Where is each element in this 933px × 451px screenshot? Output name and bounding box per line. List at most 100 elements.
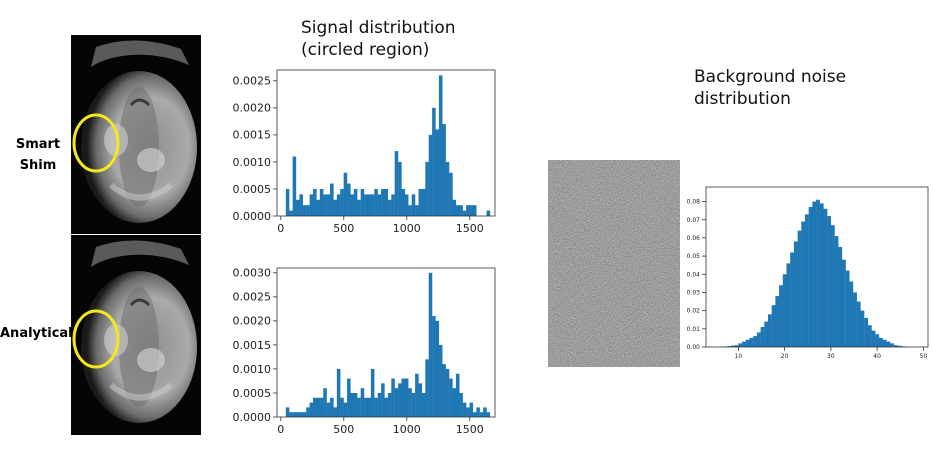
histogram-bar — [890, 343, 894, 347]
x-tick-label: 20 — [781, 353, 789, 360]
histogram-bar — [394, 388, 399, 417]
histogram-bar — [442, 364, 446, 417]
histogram-bar — [360, 388, 365, 417]
histogram-bar — [408, 388, 412, 417]
histogram-bar — [466, 205, 470, 216]
histogram-bar — [350, 194, 355, 216]
histogram-bar — [357, 199, 361, 216]
histogram-bar — [347, 378, 351, 417]
histogram-bar — [299, 194, 303, 216]
histogram-bar — [333, 407, 338, 417]
histogram-bar — [316, 397, 320, 417]
histogram-bar — [816, 199, 820, 347]
histogram-bar — [808, 207, 813, 347]
histogram-bar — [738, 343, 743, 347]
histogram-bar — [472, 205, 477, 216]
histogram-bar — [435, 129, 440, 216]
histogram-bar — [823, 208, 828, 347]
histogram-bar — [875, 334, 880, 347]
analytical-signal-histogram: 0 500 1000 1500 0.0000 0.0005 0.0010 0.0015 0.00… — [233, 267, 496, 436]
histogram-bar — [411, 194, 416, 216]
histogram-bar — [893, 345, 898, 347]
x-tick-label: 1000 — [393, 222, 421, 235]
histogram-bar — [867, 325, 872, 347]
x-tick-label: 1000 — [393, 423, 421, 436]
histogram-bar — [479, 412, 484, 417]
histogram-bar — [438, 75, 443, 216]
y-tick-label: 0.02 — [687, 308, 701, 315]
histogram-bar — [764, 321, 769, 347]
histogram-bar — [367, 397, 372, 417]
histogram-bar — [408, 205, 412, 216]
histogram-bar — [767, 314, 772, 347]
histogram-bar — [377, 392, 382, 417]
histogram-bar — [289, 412, 293, 417]
histogram-bar — [882, 339, 887, 347]
histogram-bar — [428, 134, 433, 216]
x-tick-label: 30 — [827, 353, 835, 360]
histogram-bar — [449, 172, 453, 216]
histogram-bar — [398, 383, 402, 417]
histogram-bar — [347, 183, 351, 216]
histogram-bar — [425, 359, 429, 417]
histogram-bar — [753, 336, 758, 347]
y-tick-label: 0.01 — [687, 326, 701, 333]
background-noise-patch-icon — [548, 160, 680, 367]
histogram-bar — [771, 305, 776, 347]
x-tick-label: 1500 — [456, 423, 484, 436]
histogram-bar — [415, 373, 419, 417]
histogram-bar — [849, 281, 854, 347]
histogram-bar — [797, 230, 802, 347]
histogram-bar — [897, 345, 902, 347]
y-tick-label: 0.06 — [687, 235, 701, 242]
histogram-bar — [292, 156, 297, 216]
y-tick-label: 0.0010 — [233, 156, 272, 169]
histogram-bar — [330, 183, 334, 216]
histogram-bar — [323, 194, 327, 216]
histogram-bar — [336, 368, 341, 417]
histogram-bar — [469, 205, 474, 216]
y-tick-label: 0.0000 — [233, 411, 272, 424]
histogram-bar — [323, 388, 327, 417]
histogram-bar — [289, 210, 293, 216]
histogram-bar — [391, 194, 395, 216]
x-tick-label: 0 — [277, 423, 284, 436]
histogram-bar — [486, 210, 491, 216]
histogram-bar — [306, 205, 310, 216]
histogram-bar — [734, 345, 739, 347]
histogram-bar — [793, 241, 798, 347]
histogram-bar — [398, 161, 402, 216]
histogram-bar — [374, 188, 378, 216]
histogram-bar — [285, 188, 290, 216]
histogram-bar — [336, 194, 341, 216]
y-tick-label: 0.08 — [687, 199, 701, 206]
histogram-bar — [727, 346, 732, 347]
histogram-bar — [790, 252, 795, 347]
histogram-bar — [340, 188, 344, 216]
histogram-bar — [459, 392, 463, 417]
histogram-bar — [819, 203, 824, 347]
histogram-bar — [459, 205, 463, 216]
histogram-bar — [871, 330, 876, 347]
histogram-bar — [333, 199, 338, 216]
y-tick-label: 0.07 — [687, 217, 701, 224]
y-tick-label: 0.0010 — [233, 363, 272, 376]
histogram-bar — [838, 247, 843, 347]
y-tick-label: 0.0015 — [233, 129, 272, 142]
histogram-bar — [745, 339, 750, 347]
histogram-bar — [786, 263, 791, 347]
histogram-bar — [360, 188, 365, 216]
histogram-bar — [856, 301, 861, 347]
brain-mri-scan-smart-shim-icon — [71, 35, 201, 234]
histogram-bar — [364, 397, 368, 417]
histogram-bar — [306, 407, 310, 417]
y-tick-label: 0.0005 — [233, 183, 272, 196]
histogram-bar — [432, 316, 436, 417]
histogram-bar — [438, 344, 443, 417]
histogram-bar — [878, 337, 883, 347]
y-tick-label: 0.0025 — [233, 75, 272, 88]
histogram-bar — [411, 392, 416, 417]
plot-frame — [276, 69, 496, 217]
histogram-bar — [445, 368, 450, 417]
histogram-bar — [749, 337, 754, 347]
